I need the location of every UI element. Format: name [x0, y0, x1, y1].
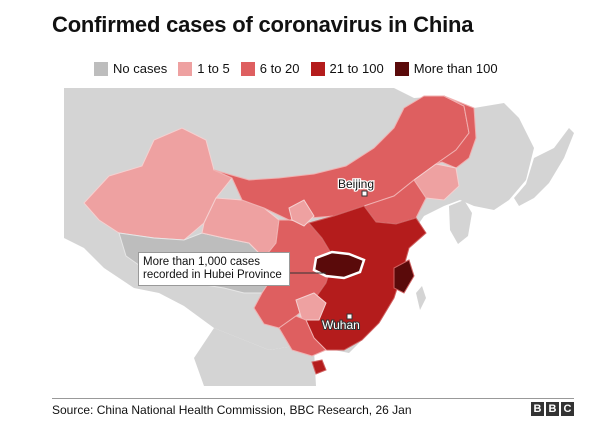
- map-title: Confirmed cases of coronavirus in China: [52, 12, 474, 37]
- region-central-east: [305, 205, 427, 351]
- region-zhejiang: [393, 259, 415, 294]
- source-text: Source: China National Health Commission…: [52, 403, 412, 417]
- bbc-logo-letter: B: [546, 402, 559, 416]
- region-hainan: [311, 359, 327, 375]
- legend: No cases 1 to 5 6 to 20 21 to 100 More t…: [94, 61, 509, 76]
- korea-peninsula: [449, 200, 472, 244]
- japan-island: [514, 128, 574, 206]
- legend-swatch: [94, 61, 108, 76]
- region-guizhou: [295, 292, 327, 321]
- legend-swatch: [178, 61, 193, 76]
- legend-item-1-to-5: 1 to 5: [178, 61, 230, 76]
- beijing-marker: [361, 190, 368, 197]
- hubei-callout: More than 1,000 cases recorded in Hubei …: [138, 252, 290, 286]
- bbc-logo-letter: B: [531, 402, 544, 416]
- taiwan-island: [416, 286, 426, 310]
- bbc-logo: B B C: [531, 402, 574, 416]
- region-guangxi: [278, 315, 327, 357]
- legend-item-more-than-100: More than 100: [394, 61, 498, 76]
- bbc-logo-letter: C: [561, 402, 574, 416]
- footer-divider: [52, 398, 574, 399]
- legend-swatch: [310, 61, 325, 76]
- legend-label: 21 to 100: [329, 61, 384, 76]
- wuhan-label: Wuhan: [322, 318, 360, 332]
- legend-item-6-to-20: 6 to 20: [240, 61, 300, 76]
- legend-label: 6 to 20: [259, 61, 300, 76]
- legend-item-21-to-100: 21 to 100: [310, 61, 384, 76]
- region-northeast: [435, 95, 477, 169]
- legend-swatch: [394, 61, 409, 76]
- beijing-label: Beijing: [338, 177, 374, 191]
- south-land: [194, 328, 316, 386]
- legend-swatch: [240, 61, 255, 76]
- region-hubei: [312, 250, 366, 280]
- legend-label: No cases: [113, 61, 168, 76]
- wuhan-marker: [346, 313, 353, 320]
- legend-label: 1 to 5: [197, 61, 230, 76]
- legend-item-no-cases: No cases: [94, 61, 167, 76]
- legend-label: More than 100: [413, 61, 498, 76]
- china-map: Beijing Wuhan: [64, 88, 574, 386]
- region-ningxia: [288, 199, 315, 227]
